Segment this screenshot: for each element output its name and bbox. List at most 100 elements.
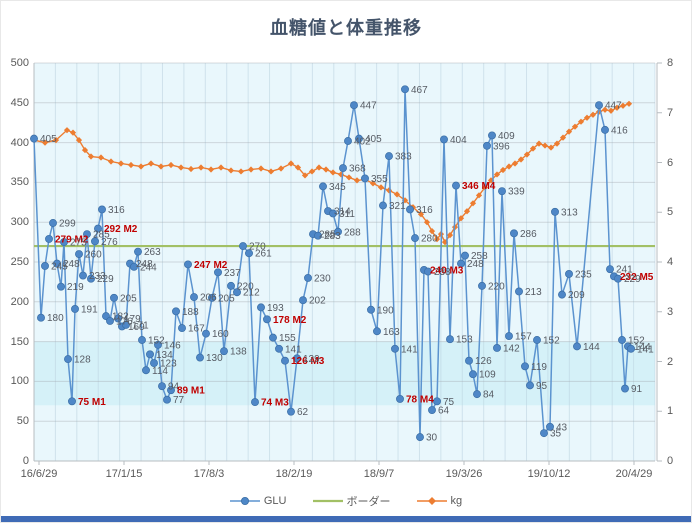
glu-data-label: 129 [303,354,320,365]
glu-data-label: 283 [324,231,341,242]
glu-milestone-label: 240 M3 [430,265,464,276]
glu-point [498,187,506,196]
glu-point [433,397,441,406]
kg-point [117,160,125,167]
date-axis-tick-label: 19/3/26 [445,468,483,480]
glu-point [106,316,114,325]
glu-data-label: 276 [101,237,118,248]
kg-point [369,180,377,187]
glu-data-label: 191 [81,304,98,315]
kg-point [301,172,309,179]
legend-label-border: ボーダー [346,496,391,508]
glu-point [41,262,49,270]
glu-point [614,274,622,283]
glu-data-label: 94 [168,382,180,393]
glu-point [37,313,45,322]
glu-milestone-label: 178 M2 [273,315,307,326]
glu-data-label: 248 [136,259,153,270]
glu-point [385,152,393,161]
glu-data-label: 209 [568,290,585,301]
glu-data-label: 288 [344,227,361,238]
right-axis-tick-label: 2 [667,355,674,368]
glu-point [275,344,283,353]
kg-point [63,127,71,134]
glu-data-label: 155 [279,333,296,344]
glu-point [87,274,95,283]
left-axis-tick-label: 0 [22,455,29,467]
glu-data-label: 233 [89,271,106,282]
glu-point [379,201,387,210]
glu-point [551,207,559,216]
glu-data-label: 416 [611,125,628,136]
glu-data-label: 229 [97,274,114,285]
glu-point [68,397,76,406]
glu-data-label: 409 [498,131,515,142]
glu-data-label: 405 [40,134,57,145]
glu-data-label: 109 [479,370,496,381]
glu-data-label: 244 [140,262,157,273]
glu-point [505,332,513,340]
glu-data-label: 229 [624,274,641,285]
kg-point [287,160,295,167]
date-axis-tick-label: 20/4/29 [615,468,653,480]
glu-milestone-label: 126 M3 [291,356,325,367]
glu-data-label: 402 [354,137,371,148]
glu-data-label: 368 [349,164,366,175]
kg-point [329,169,337,176]
glu-milestone-label: 279 M2 [55,234,89,245]
glu-data-label: 160 [212,329,229,340]
kg-point [294,164,302,171]
glu-data-label: 270 [249,242,266,253]
glu-data-label: 35 [550,429,562,440]
kg-point [571,123,579,130]
kg-point [541,142,549,149]
right-axis-tick-label: 7 [667,106,674,119]
kg-point [601,106,609,113]
glu-data-label: 345 [329,182,346,193]
date-axis-tick-label: 17/1/15 [105,468,143,480]
glu-point [30,134,38,143]
glu-data-label: 405 [365,134,382,145]
kg-point [315,164,323,171]
glu-point [533,336,541,344]
glu-data-label: 180 [47,313,64,324]
glu-point [488,131,496,140]
left-axis-tick-label: 250 [10,256,29,268]
kg-point [41,139,49,146]
legend-item-border[interactable]: ボーダー [312,493,391,509]
glu-point [57,282,65,291]
kg-point [589,111,597,118]
glu-point [304,273,312,282]
glu-data-label: 447 [360,101,377,112]
glu-point [457,259,465,268]
left-axis-tick-label: 150 [10,335,29,348]
glu-point [158,382,166,391]
legend-item-kg[interactable]: kg [416,495,462,507]
glu-data-label: 316 [416,205,433,216]
glu-milestone-label: 232 M5 [620,272,654,283]
glu-data-label: 339 [508,187,525,198]
glu-data-label: 280 [421,234,438,245]
kg-point [267,168,275,175]
kg-point [277,165,285,172]
glu-point [483,141,491,150]
glu-data-label: 202 [309,296,326,307]
glu-point [49,219,57,227]
kg-point [493,171,501,178]
kg-point [577,118,585,125]
glu-data-label: 138 [230,347,247,358]
glu-data-label: 261 [255,249,272,260]
kg-point [547,144,555,151]
glu-data-label: 114 [152,366,168,377]
glu-point [606,265,614,274]
kg-point [457,215,465,222]
glu-point [473,390,481,399]
glu-milestone-label: 74 M3 [261,398,289,409]
kg-point [523,151,531,158]
kg-point [107,158,115,165]
glu-data-label: 355 [371,174,388,185]
glu-point [79,271,87,280]
left-axis-tick-label: 450 [10,96,29,109]
legend-item-glu[interactable]: GLU [229,495,287,507]
